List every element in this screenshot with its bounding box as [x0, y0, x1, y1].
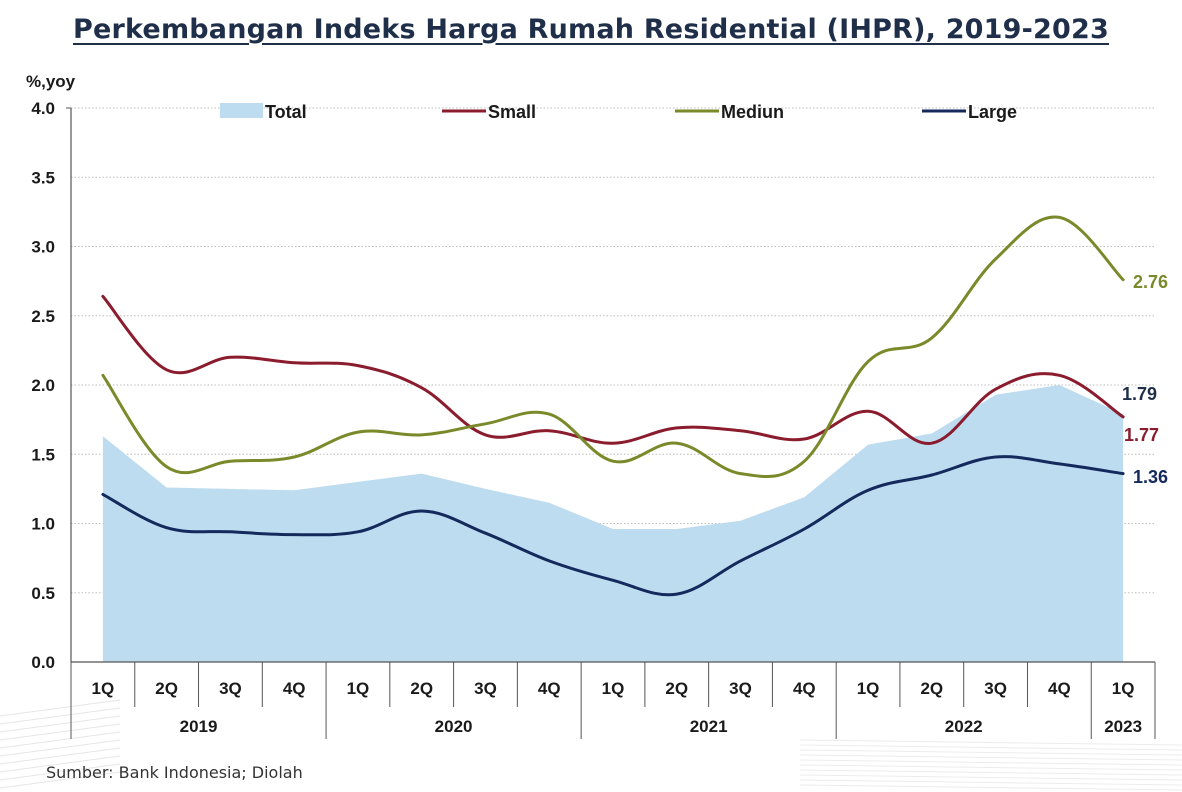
- x-tick-label: 1Q: [1112, 679, 1135, 698]
- x-tick-label: 2Q: [665, 679, 688, 698]
- legend-small-label: Small: [488, 102, 536, 122]
- decor-line: [0, 755, 121, 773]
- y-tick-label: 1.0: [31, 515, 55, 534]
- line-layer: [101, 215, 1125, 597]
- x-tick-label: 2Q: [410, 679, 433, 698]
- y-tick-label: 2.5: [31, 307, 55, 326]
- y-tick-label: 3.0: [31, 238, 55, 257]
- decor-line: [799, 769, 1182, 776]
- year-label: 2022: [945, 717, 983, 736]
- source-note: Sumber: Bank Indonesia; Diolah: [46, 763, 303, 782]
- decor-line: [0, 739, 121, 757]
- x-tick-label: 1Q: [92, 679, 115, 698]
- x-tick-label: 1Q: [857, 679, 880, 698]
- decor-line: [0, 771, 121, 789]
- year-label: 2019: [180, 717, 218, 736]
- y-tick-label: 0.0: [31, 653, 55, 672]
- x-tick-label: 4Q: [283, 679, 306, 698]
- decor-line: [799, 774, 1182, 781]
- y-tick-label: 3.5: [31, 168, 55, 187]
- decor-line: [0, 707, 121, 725]
- y-tick-label: 1.5: [31, 445, 55, 464]
- x-tick-label: 1Q: [602, 679, 625, 698]
- decor-line: [799, 764, 1182, 771]
- axis-layer: [66, 107, 1156, 739]
- legend-mediun-label: Mediun: [721, 102, 784, 122]
- legend-total-swatch: [220, 103, 263, 118]
- x-tick-label: 4Q: [793, 679, 816, 698]
- label-layer: 0.0 0.5 1.0 1.5 2.0 2.5 3.0 3.5 4.0 %,yoy 1Q 2Q 3Q 4Q…: [26, 72, 1168, 736]
- legend-layer: Total Small Mediun Large: [220, 102, 1017, 122]
- chart-title: Perkembangan Indeks Harga Rumah Resident…: [72, 14, 1109, 45]
- x-tick-label: 3Q: [984, 679, 1007, 698]
- year-label: 2020: [435, 717, 473, 736]
- decor-line: [799, 759, 1182, 766]
- x-tick-label: 3Q: [219, 679, 242, 698]
- decor-line: [799, 749, 1182, 756]
- x-tick-label: 2Q: [155, 679, 178, 698]
- area-layer: [102, 385, 1124, 662]
- decor-line: [0, 699, 121, 717]
- decor-line: [0, 731, 121, 749]
- decor-line: [799, 784, 1182, 791]
- y-tick-label: 4.0: [31, 99, 55, 118]
- x-tick-label: 2Q: [920, 679, 943, 698]
- decor-line: [799, 744, 1182, 751]
- x-tick-label: 1Q: [347, 679, 370, 698]
- y-axis-label: %,yoy: [26, 72, 76, 91]
- series-large-line: [101, 455, 1125, 597]
- end-label-small: 1.77: [1124, 425, 1159, 445]
- decor-line: [0, 723, 121, 741]
- series-total-area: [102, 385, 1124, 662]
- x-tick-label: 3Q: [474, 679, 497, 698]
- legend-large-label: Large: [968, 102, 1017, 122]
- year-label: 2023: [1104, 717, 1142, 736]
- decor-line: [799, 739, 1182, 746]
- end-label-mediun: 2.76: [1133, 272, 1168, 292]
- end-label-total: 1.79: [1122, 384, 1157, 404]
- y-tick-label: 0.5: [31, 584, 55, 603]
- x-tick-label: 4Q: [538, 679, 561, 698]
- end-label-large: 1.36: [1133, 467, 1168, 487]
- x-tick-label: 3Q: [729, 679, 752, 698]
- decor-line: [0, 747, 121, 765]
- y-tick-label: 2.0: [31, 376, 55, 395]
- decor-line: [0, 763, 121, 781]
- decor-line: [0, 715, 121, 733]
- decor-line: [799, 754, 1182, 761]
- series-mediun-line: [101, 215, 1125, 478]
- year-label: 2021: [690, 717, 728, 736]
- x-tick-label: 4Q: [1048, 679, 1071, 698]
- legend-total-label: Total: [265, 102, 307, 122]
- series-small-line: [101, 294, 1125, 445]
- decor-line: [799, 779, 1182, 786]
